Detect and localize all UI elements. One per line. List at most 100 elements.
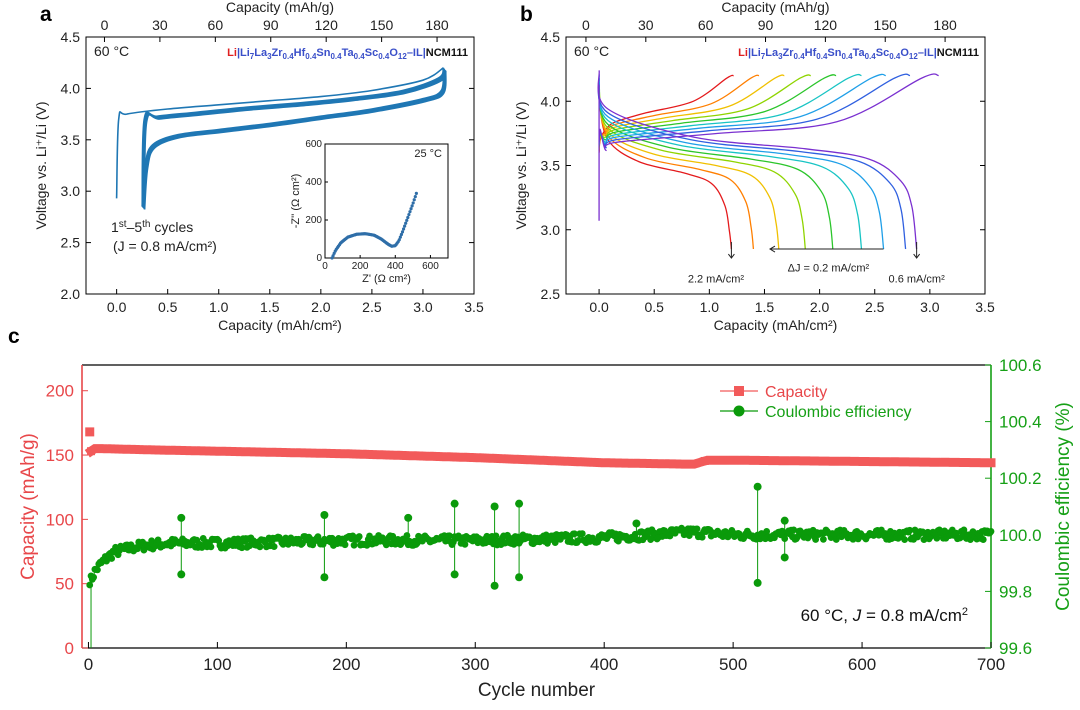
- c-x-tick-label: 300: [461, 655, 489, 674]
- c-capacity-point: [249, 447, 258, 456]
- b-cell-label-part: Hf: [805, 47, 817, 59]
- a-inset-point: [403, 224, 407, 228]
- a-inset-point: [398, 235, 402, 239]
- a-inset-point: [397, 238, 401, 242]
- c-capacity-series: [84, 427, 996, 469]
- a-inset-point: [412, 198, 416, 202]
- a-cycles-mid: –5: [127, 219, 143, 235]
- a-current-annotation: (J = 0.8 mA/cm²): [113, 238, 217, 254]
- c-capacity-point: [195, 446, 204, 455]
- b-discharge-curve: [598, 85, 834, 250]
- b-x-tick-label: 3.0: [920, 299, 940, 315]
- a-plot-frame: [85, 36, 475, 295]
- b-top-tick-label: 150: [874, 17, 898, 33]
- c-ce-point: [510, 541, 518, 548]
- a-y-tick-label: 3.5: [61, 132, 81, 148]
- a-inset-y-tick-label: 400: [305, 177, 322, 188]
- c-capacity-point: [700, 456, 709, 465]
- c-capacity-point: [827, 457, 836, 466]
- a-inset-point: [410, 204, 414, 208]
- a-top-tick-label: 60: [208, 17, 224, 33]
- b-y-tick-label: 2.5: [541, 286, 561, 302]
- b-x-tick-label: 1.5: [755, 299, 775, 315]
- a-inset-point: [401, 227, 406, 231]
- a-inset-x-label: Z' (Ω cm²): [362, 273, 411, 285]
- c-y-left-tick-label: 50: [55, 575, 74, 594]
- b-cell-label-part: 7: [761, 52, 766, 61]
- a-cell-label-part: Ta: [342, 47, 355, 59]
- a-inset-x-tick-label: 600: [422, 261, 439, 272]
- c-ce-point: [341, 541, 349, 549]
- b-cell-label-part: Li: [738, 47, 748, 59]
- c-capacity-point: [592, 458, 601, 467]
- a-cell-label-part: |Li: [237, 47, 250, 59]
- b-arrowhead-high: [727, 253, 735, 259]
- a-cell-label-part: NCM111: [426, 47, 468, 59]
- a-first-charge-line: [115, 67, 444, 199]
- a-cell-label-part: 0.4: [330, 52, 342, 61]
- c-ce-point: [207, 543, 215, 551]
- a-inset-point: [405, 218, 409, 222]
- c-capacity-point: [448, 452, 457, 461]
- c-ce-point: [413, 539, 421, 547]
- c-ce-point: [763, 528, 771, 535]
- b-x-axis-label: Capacity (mAh/cm²): [714, 317, 838, 333]
- b-y-axis-label: Voltage vs. Li⁺/Li (V): [513, 101, 529, 229]
- a-temperature: 60 °C: [94, 43, 129, 59]
- c-capacity-point: [141, 445, 150, 454]
- c-capacity-point: [213, 447, 222, 456]
- c-ce-outlier-point: [515, 499, 524, 508]
- b-panel-letter: b: [520, 3, 533, 26]
- c-capacity-point: [105, 444, 114, 453]
- c-x-tick-label: 600: [848, 655, 876, 674]
- b-y-tick-label: 4.0: [541, 93, 561, 109]
- c-ce-point: [685, 532, 693, 540]
- b-cell-label-part: NCM111: [937, 47, 979, 59]
- a-x-tick-label: 3.5: [464, 299, 484, 315]
- b-top-tick-label: 0: [582, 17, 590, 33]
- a-cell-label-part: Sn: [316, 47, 330, 59]
- b-charge-curve: [598, 74, 760, 152]
- c-capacity-point: [556, 457, 565, 466]
- c-x-tick-label: 500: [719, 655, 747, 674]
- c-y-right-tick-label: 100.4: [999, 413, 1042, 432]
- a-inset-point: [408, 210, 412, 214]
- a-discharge-line: [143, 69, 446, 209]
- c-capacity-point: [881, 457, 890, 466]
- c-ce-point: [578, 530, 586, 537]
- a-cell-label-part: Zr: [272, 47, 284, 59]
- c-y-left-tick-label: 0: [65, 639, 74, 658]
- a-cell-label-part: 0.4: [354, 52, 366, 61]
- c-legend-ce-marker: [733, 405, 745, 417]
- c-x-tick-label: 0: [84, 655, 93, 674]
- c-ce-outlier-point: [177, 513, 186, 522]
- b-cell-label-part: Ta: [853, 47, 866, 59]
- a-inset-temperature: 25 °C: [414, 148, 442, 160]
- c-capacity-point: [791, 456, 800, 465]
- c-capacity-point: [466, 453, 475, 462]
- b-cell-label-part: 3: [778, 52, 783, 61]
- a-y-tick-label: 3.0: [61, 183, 81, 199]
- a-cell-label-part: 0.4: [283, 52, 295, 61]
- b-step-arrowhead: [769, 245, 776, 253]
- c-ce-outlier-point: [753, 482, 762, 491]
- c-x-axis-label: Cycle number: [478, 680, 596, 701]
- b-cell-label-part: |Li: [748, 47, 761, 59]
- a-inset-point: [400, 230, 405, 234]
- c-capacity-point: [935, 458, 944, 467]
- c-ce-point: [86, 581, 94, 589]
- c-capacity-point: [682, 460, 691, 469]
- b-label-step: ΔJ = 0.2 mA/cm²: [788, 262, 870, 274]
- b-top-tick-label: 30: [638, 17, 654, 33]
- b-x-tick-label: 3.5: [975, 299, 995, 315]
- c-ce-point: [366, 532, 373, 540]
- c-capacity-point: [520, 455, 529, 464]
- c-ce-point: [94, 566, 101, 574]
- a-inset-y-label: -Z'' (Ω cm²): [290, 174, 302, 229]
- c-ce-series: [86, 482, 995, 648]
- a-top-tick-label: 180: [425, 17, 449, 33]
- a-top-axis-label: Capacity (mAh/g): [226, 0, 334, 15]
- c-y-right-tick-label: 100.6: [999, 356, 1042, 375]
- b-x-tick-label: 1.0: [700, 299, 720, 315]
